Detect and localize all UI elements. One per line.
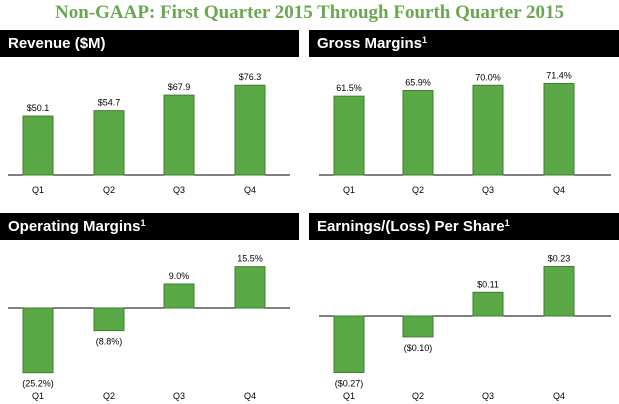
operating-margins-title: Operating Margins: [8, 218, 141, 235]
operating-margins-tick-label-q2: Q2: [103, 391, 115, 401]
eps-tick-label-q1: Q1: [343, 391, 355, 401]
gross-margins-bar-q2: [402, 90, 434, 176]
gross-margins-value-label-q2: 65.9%: [405, 78, 431, 88]
revenue-tick-label-q1: Q1: [32, 185, 44, 195]
revenue-value-label-q2: $54.7: [98, 98, 121, 108]
gross-margins-header: Gross Margins1: [309, 30, 619, 57]
revenue-bar-q2: [93, 110, 125, 176]
revenue-title: Revenue ($M): [8, 35, 106, 52]
operating-margins-value-label-q1: (25.2%): [22, 379, 54, 389]
gross-margins-title: Gross Margins: [317, 35, 423, 52]
eps-value-label-q3: $0.11: [477, 279, 499, 289]
gross-margins-bar-q1: [333, 95, 365, 176]
operating-margins-bar-q1: [22, 307, 54, 374]
eps-value-label-q1: ($0.27): [335, 378, 364, 388]
eps-header: Earnings/(Loss) Per Share1: [309, 213, 619, 240]
gross-margins-bar-q4: [543, 82, 575, 176]
eps-panel: Earnings/(Loss) Per Share1 ($0.27) Q1 ($0.…: [309, 213, 619, 404]
gross-margins-value-label-q1: 61.5%: [336, 83, 362, 93]
revenue-chart: $50.1 Q1 $54.7 Q2 $67.9 Q3 $76.3 Q4: [8, 72, 290, 195]
revenue-tick-label-q3: Q3: [173, 185, 185, 195]
revenue-panel: Revenue ($M) $50.1 Q1 $54.7 Q2 $67.9 Q3 $76.3 Q…: [0, 30, 299, 200]
gross-margins-bar-q3: [472, 84, 504, 176]
revenue-bar-q3: [163, 94, 195, 176]
operating-margins-bar-q3: [163, 283, 195, 309]
operating-margins-panel: Operating Margins1 (25.2%) Q1 (8.8%) Q2 9.0%…: [0, 213, 299, 404]
eps-tick-label-q3: Q3: [482, 391, 494, 401]
gross-margins-chart: 61.5% Q1 65.9% Q2 70.0% Q3 71.4% Q4: [319, 70, 611, 195]
eps-value-label-q2: ($0.10): [404, 343, 433, 353]
gross-margins-panel: Gross Margins1 61.5% Q1 65.9% Q2 70.0% Q3 71.4…: [309, 30, 619, 200]
operating-margins-footnote: 1: [140, 218, 146, 228]
eps-value-label-q4: $0.23: [548, 253, 571, 263]
revenue-tick-label-q2: Q2: [103, 185, 115, 195]
gross-margins-tick-label-q4: Q4: [553, 185, 565, 195]
revenue-value-label-q3: $67.9: [168, 82, 191, 92]
operating-margins-tick-label-q4: Q4: [244, 391, 256, 401]
eps-title: Earnings/(Loss) Per Share: [317, 218, 505, 235]
operating-margins-chart: (25.2%) Q1 (8.8%) Q2 9.0% Q3 15.5% Q4: [8, 254, 290, 401]
revenue-value-label-q1: $50.1: [27, 103, 50, 113]
operating-margins-value-label-q4: 15.5%: [237, 254, 263, 264]
revenue-tick-label-q4: Q4: [244, 185, 256, 195]
gross-margins-tick-label-q2: Q2: [412, 185, 424, 195]
gross-margins-tick-label-q1: Q1: [343, 185, 355, 195]
gross-margins-value-label-q4: 71.4%: [546, 70, 572, 80]
revenue-bar-q4: [234, 84, 266, 176]
gross-margins-value-label-q3: 70.0%: [475, 72, 501, 82]
operating-margins-tick-label-q1: Q1: [32, 391, 44, 401]
revenue-bar-q1: [22, 115, 54, 176]
operating-margins-header: Operating Margins1: [0, 213, 299, 240]
eps-bar-q4: [543, 265, 575, 317]
eps-bar-q3: [472, 291, 504, 317]
revenue-header: Revenue ($M): [0, 30, 299, 57]
eps-bar-q1: [333, 315, 365, 373]
eps-chart: ($0.27) Q1 ($0.10) Q2 $0.11 Q3 $0.23 Q4: [319, 253, 611, 401]
operating-margins-tick-label-q3: Q3: [173, 391, 185, 401]
operating-margins-value-label-q3: 9.0%: [169, 271, 190, 281]
revenue-value-label-q4: $76.3: [239, 72, 262, 82]
gross-margins-footnote: 1: [422, 35, 428, 45]
eps-tick-label-q2: Q2: [412, 391, 424, 401]
eps-tick-label-q4: Q4: [553, 391, 565, 401]
operating-margins-bar-q4: [234, 266, 266, 309]
eps-bar-q2: [402, 315, 434, 338]
eps-footnote: 1: [504, 218, 510, 228]
operating-margins-value-label-q2: (8.8%): [96, 337, 123, 347]
operating-margins-bar-q2: [93, 307, 125, 332]
gross-margins-tick-label-q3: Q3: [482, 185, 494, 195]
page-title: Non-GAAP: First Quarter 2015 Through Fou…: [55, 2, 564, 23]
